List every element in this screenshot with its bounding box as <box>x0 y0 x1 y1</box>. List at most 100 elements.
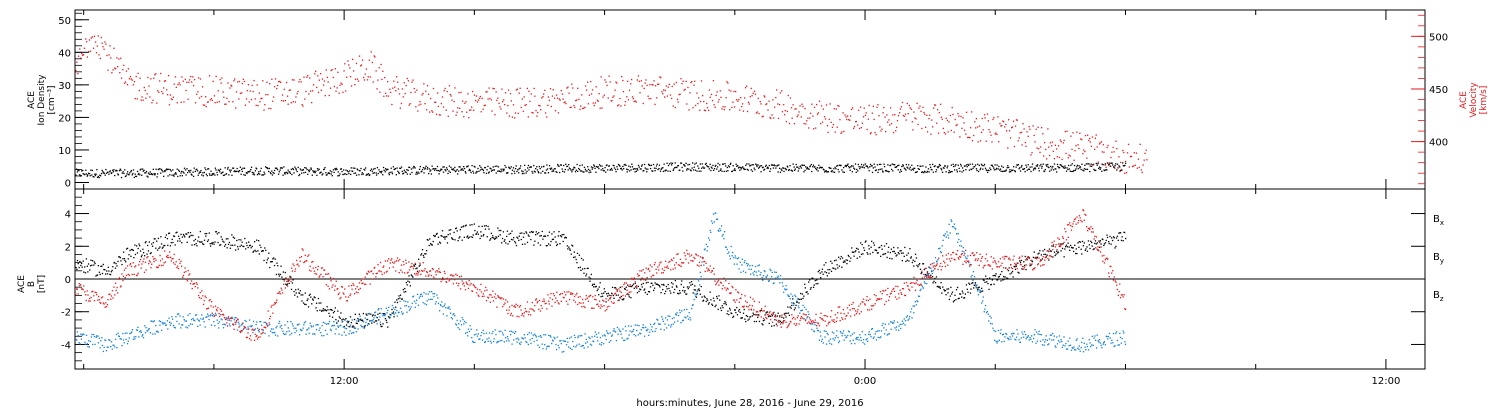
velocity-point <box>1131 165 1134 168</box>
velocity-point <box>971 111 973 113</box>
b-bx-point <box>101 265 103 267</box>
density-point <box>905 169 907 171</box>
b-by-point <box>471 340 474 342</box>
velocity-point <box>335 90 337 92</box>
b-bx-point <box>343 325 345 328</box>
density-point <box>151 173 154 176</box>
density-point <box>971 163 974 165</box>
b-bx-point <box>445 236 447 238</box>
density-point <box>185 174 187 176</box>
density-point <box>454 166 456 169</box>
velocity-point <box>703 109 706 111</box>
velocity-point <box>1051 145 1053 147</box>
b-bx-point <box>678 289 681 292</box>
velocity-point <box>578 98 580 101</box>
b-bx-point <box>853 255 855 257</box>
b-by-point <box>557 344 559 347</box>
velocity-point <box>710 93 713 96</box>
velocity-point <box>889 124 891 126</box>
velocity-point <box>241 82 244 85</box>
b-bx-point <box>594 286 597 288</box>
b-bx-point <box>756 314 758 316</box>
b-by-point <box>705 243 707 246</box>
density-point <box>89 175 91 177</box>
density-point <box>149 171 151 173</box>
b-bx-point <box>209 243 211 245</box>
b-by-point <box>443 305 445 307</box>
b-bx-point <box>391 308 393 311</box>
velocity-point <box>360 65 362 67</box>
b-bx-point <box>398 295 400 297</box>
b-bx-point <box>277 265 279 267</box>
b-bx-point <box>382 323 384 325</box>
velocity-point <box>462 100 464 102</box>
density-point <box>718 170 720 172</box>
b-bx-point <box>222 240 224 242</box>
b-bx-point <box>129 249 131 252</box>
density-point <box>153 173 155 175</box>
b-by-point <box>657 319 659 321</box>
b-bx-point <box>179 240 181 242</box>
velocity-point <box>992 118 994 121</box>
density-point <box>667 164 670 167</box>
density-point <box>191 174 193 176</box>
density-point <box>615 170 617 173</box>
density-point <box>114 170 117 172</box>
density-point <box>289 171 291 173</box>
b-by-point <box>542 347 544 350</box>
b-bx-point <box>292 279 294 281</box>
b-by-point <box>584 342 587 344</box>
b-bx-point <box>658 284 660 287</box>
velocity-point <box>1021 144 1023 146</box>
density-point <box>720 168 722 170</box>
b-by-point <box>622 328 624 330</box>
b-by-point <box>589 343 592 345</box>
density-point <box>526 170 528 173</box>
density-point <box>755 163 757 165</box>
b-by-point <box>689 317 691 319</box>
density-point <box>708 168 710 170</box>
velocity-point <box>194 102 197 104</box>
velocity-point <box>155 73 157 75</box>
b-by-point <box>225 316 227 319</box>
velocity-point <box>546 116 548 118</box>
b-by-point <box>645 326 647 328</box>
b-bx-point <box>497 235 500 238</box>
density-point <box>601 165 603 167</box>
velocity-point <box>815 103 818 106</box>
b-bx-point <box>787 306 789 308</box>
density-point <box>76 171 79 173</box>
b-by-point <box>565 344 568 346</box>
density-point <box>1014 170 1016 172</box>
b-by-point <box>262 329 264 331</box>
b-bx-point <box>783 313 785 315</box>
b-bx-point <box>110 271 113 273</box>
velocity-point <box>1001 124 1003 127</box>
velocity-point <box>712 80 715 82</box>
b-bx-point <box>349 316 352 318</box>
b-bx-point <box>735 311 737 314</box>
density-point <box>683 164 685 166</box>
density-point <box>870 165 872 167</box>
velocity-point <box>272 100 274 102</box>
velocity-point <box>645 79 647 81</box>
density-point <box>346 170 349 172</box>
density-point <box>242 167 244 169</box>
velocity-point <box>587 103 590 105</box>
density-point <box>605 171 607 173</box>
b-bx-point <box>733 309 736 311</box>
b-by-point <box>464 332 467 335</box>
b-by-point <box>697 278 699 281</box>
velocity-point <box>585 89 588 91</box>
density-point <box>523 164 526 167</box>
density-point <box>564 168 566 171</box>
density-point <box>1040 163 1042 166</box>
b-by-point <box>285 333 287 335</box>
b-by-point <box>321 325 323 327</box>
velocity-point <box>848 118 850 121</box>
density-point <box>500 168 502 170</box>
density-point <box>677 164 680 167</box>
b-bx-point <box>330 308 332 311</box>
velocity-point <box>795 108 797 110</box>
density-point <box>338 174 340 177</box>
